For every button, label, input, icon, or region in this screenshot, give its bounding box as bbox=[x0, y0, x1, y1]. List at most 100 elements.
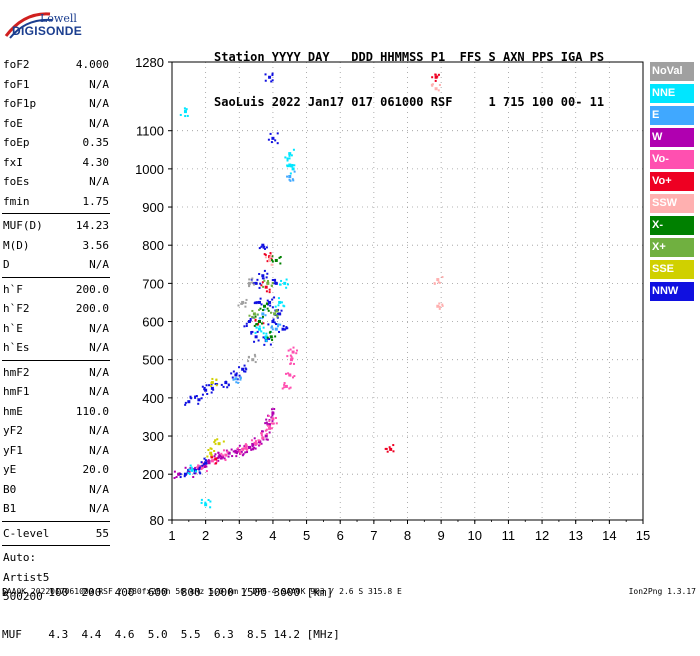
echo-point bbox=[267, 138, 270, 141]
param-label: foEp bbox=[3, 136, 30, 149]
echo-point bbox=[259, 282, 262, 285]
echo-point bbox=[254, 282, 257, 285]
echo-point bbox=[265, 246, 268, 249]
echo-point bbox=[204, 459, 207, 462]
echo-point bbox=[438, 281, 441, 284]
series-x- bbox=[253, 255, 282, 341]
echo-point bbox=[262, 322, 265, 325]
series-w bbox=[173, 407, 276, 479]
param-value: N/A bbox=[89, 116, 109, 130]
echo-point bbox=[392, 450, 395, 453]
param-value: 200.0 bbox=[75, 282, 109, 296]
param-row: foF2 4.000 bbox=[2, 56, 109, 74]
echo-point bbox=[286, 327, 289, 330]
x-tick-label: 12 bbox=[535, 528, 549, 543]
echo-point bbox=[189, 467, 192, 470]
x-tick-label: 11 bbox=[502, 528, 516, 543]
param-row: hmF2 N/A bbox=[2, 364, 109, 382]
header-line-1: Station YYYY DAY DDD HHMMSS P1 FFS S AXN… bbox=[214, 50, 605, 64]
echo-point bbox=[257, 300, 261, 304]
y-tick-label: 1000 bbox=[135, 162, 164, 177]
echo-point bbox=[247, 320, 251, 324]
echo-point bbox=[288, 152, 292, 156]
echo-point bbox=[288, 175, 292, 178]
param-separator bbox=[2, 276, 110, 278]
echo-point bbox=[271, 72, 274, 75]
echo-point bbox=[239, 452, 242, 455]
echo-point bbox=[268, 423, 272, 427]
echo-point bbox=[392, 444, 395, 447]
echo-point bbox=[240, 450, 243, 453]
echo-point bbox=[279, 255, 282, 258]
echo-point bbox=[254, 447, 257, 450]
param-row: Auto: bbox=[2, 549, 109, 567]
echo-point bbox=[264, 314, 267, 317]
legend-item-w: W bbox=[650, 128, 694, 147]
param-value: 4.000 bbox=[75, 58, 109, 71]
param-value: 20.0 bbox=[82, 463, 110, 476]
echo-point bbox=[271, 298, 274, 301]
param-label: C-level bbox=[3, 526, 50, 540]
echo-point bbox=[245, 325, 248, 328]
echo-point bbox=[291, 164, 294, 167]
echo-point bbox=[216, 383, 219, 386]
param-label: foF1 bbox=[3, 77, 30, 91]
echo-point bbox=[268, 288, 271, 291]
echo-point bbox=[262, 326, 265, 329]
echo-point bbox=[207, 498, 210, 501]
echo-point bbox=[214, 383, 217, 386]
echo-point bbox=[434, 79, 437, 82]
echo-point bbox=[199, 472, 202, 475]
echo-point bbox=[244, 367, 247, 370]
echo-point bbox=[237, 304, 240, 307]
echo-point bbox=[179, 113, 182, 116]
echo-point bbox=[256, 330, 259, 333]
echo-point bbox=[263, 304, 267, 308]
y-tick-label: 500 bbox=[142, 353, 164, 368]
echo-point bbox=[270, 408, 273, 411]
param-value: 0.35 bbox=[82, 136, 110, 149]
echo-point bbox=[285, 327, 288, 330]
echo-point bbox=[265, 432, 268, 435]
param-row: yF2 N/A bbox=[2, 422, 109, 440]
echo-point bbox=[273, 279, 276, 282]
legend-item-nne: NNE bbox=[650, 84, 694, 103]
echo-point bbox=[267, 414, 270, 417]
echo-point bbox=[200, 397, 203, 400]
echo-point bbox=[271, 306, 274, 309]
echo-point bbox=[189, 464, 192, 467]
echo-point bbox=[220, 455, 224, 459]
echo-point bbox=[264, 73, 267, 76]
echo-point bbox=[269, 330, 272, 333]
echo-point bbox=[291, 167, 295, 171]
echo-point bbox=[261, 315, 264, 318]
echo-point bbox=[190, 466, 193, 469]
y-tick-label: 600 bbox=[142, 315, 164, 330]
echo-point bbox=[265, 438, 268, 441]
param-value: N/A bbox=[89, 341, 109, 354]
param-label: yF1 bbox=[3, 443, 23, 457]
echo-point bbox=[257, 320, 261, 324]
echo-point bbox=[205, 462, 208, 465]
legend-item-x-: X- bbox=[650, 216, 694, 235]
echo-point bbox=[269, 252, 272, 255]
echo-point bbox=[250, 331, 253, 334]
echo-point bbox=[206, 392, 209, 395]
echo-point bbox=[219, 457, 222, 460]
echo-point bbox=[268, 258, 271, 261]
param-label: MUF(D) bbox=[3, 219, 43, 232]
echo-point bbox=[210, 391, 213, 394]
echo-point bbox=[431, 84, 434, 87]
echo-point bbox=[293, 375, 296, 378]
echo-point bbox=[216, 460, 219, 463]
echo-point bbox=[270, 141, 273, 144]
echo-point bbox=[287, 164, 290, 167]
echo-point bbox=[209, 451, 213, 455]
echo-point bbox=[287, 372, 290, 375]
echo-point bbox=[209, 500, 212, 503]
echo-point bbox=[270, 427, 273, 430]
param-label: h`F bbox=[3, 282, 23, 296]
echo-point bbox=[188, 473, 191, 476]
param-value: N/A bbox=[89, 365, 109, 379]
echo-point bbox=[223, 457, 226, 460]
